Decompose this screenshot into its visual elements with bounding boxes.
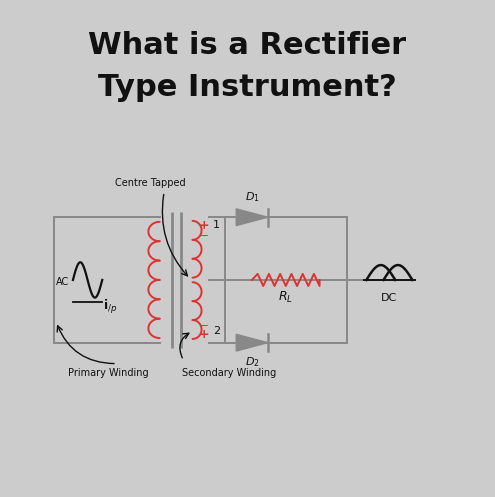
Text: 2: 2 [213,326,220,335]
Text: $D_2$: $D_2$ [245,356,259,369]
Text: $D_1$: $D_1$ [245,190,259,204]
Text: DC: DC [381,293,397,303]
Text: +: + [198,219,209,232]
Text: $R_L$: $R_L$ [278,290,294,305]
Text: Secondary Winding: Secondary Winding [182,368,277,378]
Text: Centre Tapped: Centre Tapped [115,178,186,188]
Text: Primary Winding: Primary Winding [67,368,148,378]
Text: AC: AC [56,277,69,287]
Text: ─: ─ [200,320,207,330]
Text: $\mathbf{i}_{/p}$: $\mathbf{i}_{/p}$ [103,298,118,316]
Text: What is a Rectifier: What is a Rectifier [89,31,406,60]
Polygon shape [236,334,268,351]
Polygon shape [236,209,268,226]
Text: ─: ─ [200,230,207,240]
Text: +: + [198,328,209,341]
Text: 1: 1 [213,220,220,230]
Text: Type Instrument?: Type Instrument? [98,73,397,102]
